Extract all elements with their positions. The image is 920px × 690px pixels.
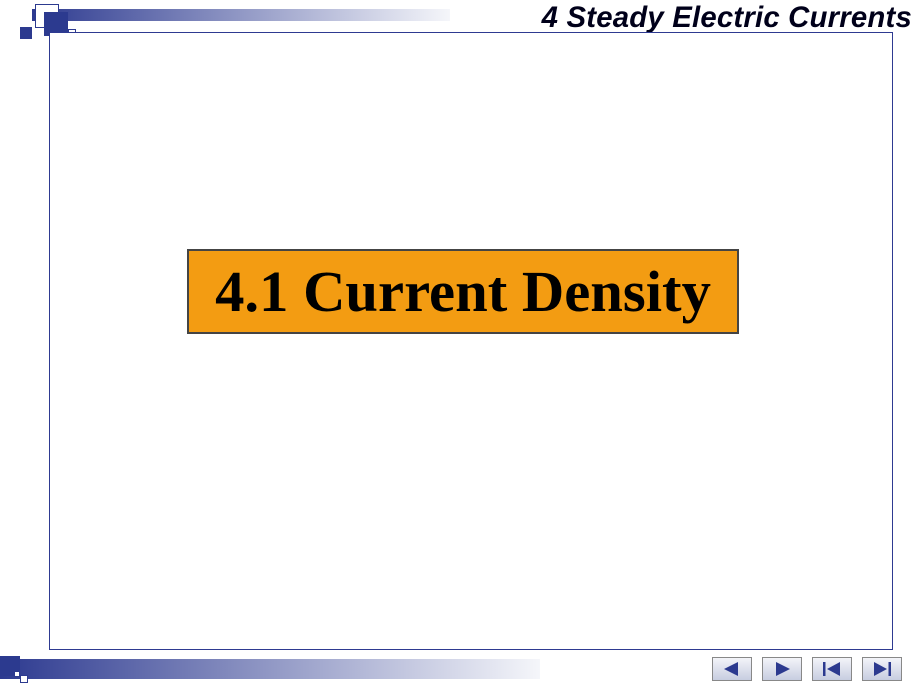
nav-prev-button[interactable]: [712, 657, 752, 681]
chapter-title: 4 Steady Electric Currents: [542, 1, 912, 35]
bottom-gradient-bar: [0, 659, 540, 679]
section-title-text: 4.1 Current Density: [215, 258, 711, 325]
top-gradient-bar: [32, 9, 450, 21]
first-icon: [820, 661, 844, 677]
content-frame: 4.1 Current Density: [49, 32, 893, 650]
section-title-box: 4.1 Current Density: [187, 249, 739, 334]
nav-buttons: [712, 657, 902, 681]
nav-last-button[interactable]: [862, 657, 902, 681]
last-icon: [870, 661, 894, 677]
decor-square: [20, 27, 32, 39]
nav-first-button[interactable]: [812, 657, 852, 681]
nav-next-button[interactable]: [762, 657, 802, 681]
triangle-right-icon: [771, 661, 793, 677]
decor-square: [20, 675, 28, 683]
triangle-left-icon: [721, 661, 743, 677]
